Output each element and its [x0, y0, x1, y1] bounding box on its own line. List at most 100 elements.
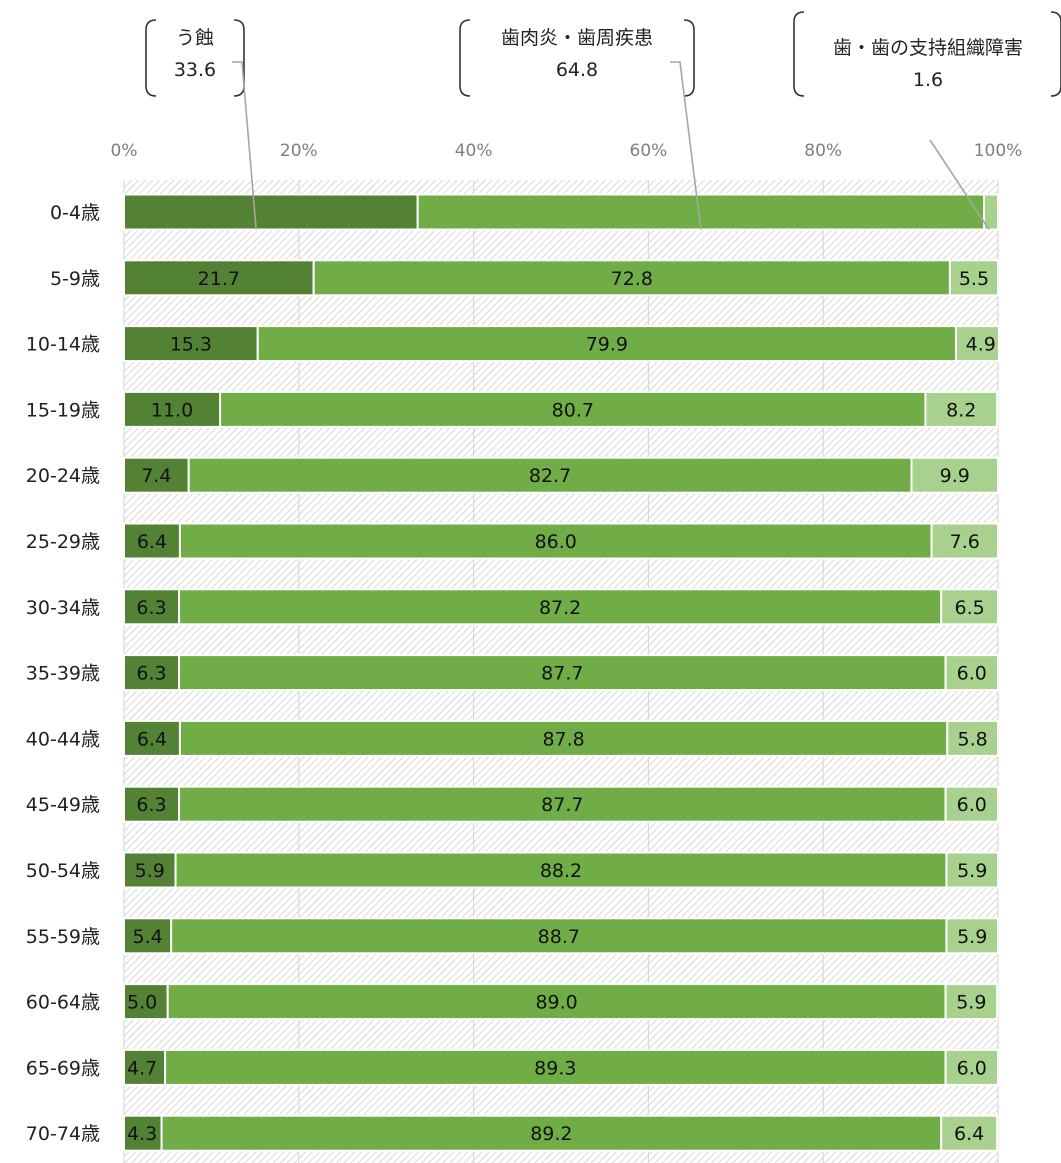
bar-segment [123, 917, 173, 955]
category-label: 50-54歳 [26, 860, 100, 882]
data-label: 5.4 [132, 926, 162, 948]
callout-leader-line [929, 139, 990, 230]
callout-bracket-left [459, 19, 471, 97]
bar-segment [170, 917, 948, 955]
data-label: 5.9 [957, 926, 987, 948]
bar-segment [219, 390, 927, 428]
callout-bracket-left [793, 11, 805, 97]
callout-leader-line [670, 61, 702, 230]
bar-segment [123, 456, 190, 494]
category-label: 65-69歳 [26, 1057, 100, 1079]
callout-periodontal-value: 64.8 [555, 59, 599, 81]
category-label: 25-29歳 [26, 531, 100, 553]
bar-segment [944, 983, 999, 1021]
bar-segment [930, 522, 999, 560]
bar-segment [945, 851, 1000, 889]
callout-support-tissue-label: 歯・歯の支持組織障害 [832, 37, 1023, 59]
bar-segment [123, 654, 181, 692]
category-label: 45-49歳 [26, 794, 100, 816]
bar-segment [174, 851, 948, 889]
data-label: 21.7 [198, 268, 240, 290]
axes: 0% 20% 40% 60% 80% 100% 0-4歳 5-9歳 10-14歳 15-19歳 20… [26, 141, 1023, 1145]
bar-segment [123, 1114, 163, 1152]
callout-leader-line [232, 61, 257, 230]
data-label: 5.5 [959, 268, 989, 290]
bar-segment [123, 588, 181, 626]
bar-segment [256, 325, 958, 363]
bar-segment [983, 193, 999, 231]
data-label: 6.0 [957, 663, 987, 685]
x-tick-label: 100% [974, 141, 1023, 161]
data-label: 86.0 [535, 531, 577, 553]
x-tick-label: 40% [455, 141, 493, 161]
data-label: 79.9 [586, 334, 628, 356]
bar-segment [944, 785, 999, 823]
data-label: 6.4 [137, 531, 167, 553]
data-label: 5.9 [135, 860, 165, 882]
data-label: 6.5 [954, 597, 984, 619]
bar-segment [940, 1114, 999, 1152]
data-label: 7.6 [950, 531, 980, 553]
data-label: 5.0 [127, 992, 157, 1014]
data-label: 6.3 [136, 794, 166, 816]
data-label: 89.2 [530, 1123, 572, 1145]
bar-segment [178, 522, 933, 560]
category-label: 20-24歳 [26, 465, 100, 487]
bar-segment [948, 259, 999, 297]
bar-segment [944, 654, 999, 692]
bar-segment [160, 1114, 943, 1152]
bar-segment [178, 719, 949, 757]
callout-bracket-right [233, 19, 245, 97]
bar-segment [946, 719, 999, 757]
data-label: 5.8 [958, 728, 988, 750]
data-label: 6.3 [136, 597, 166, 619]
callout-bracket-left [145, 19, 157, 97]
data-label: 82.7 [529, 465, 571, 487]
callout-bracket-right [1050, 11, 1061, 97]
callout-periodontal-label: 歯肉炎・歯周疾患 [500, 27, 653, 49]
data-label: 5.9 [957, 860, 987, 882]
bar-segment [123, 983, 169, 1021]
category-label: 5-9歳 [50, 268, 100, 290]
bar-segment [123, 325, 259, 363]
bar-segment [123, 851, 177, 889]
x-tick-label: 20% [280, 141, 318, 161]
x-tick-label: 0% [111, 141, 138, 161]
bar-segment [123, 522, 181, 560]
category-label: 40-44歳 [26, 728, 100, 750]
bar-segment [123, 193, 419, 231]
category-label: 15-19歳 [26, 399, 100, 421]
bar-segment [910, 456, 999, 494]
data-label: 88.2 [540, 860, 582, 882]
category-label: 0-4歳 [50, 202, 100, 224]
category-label: 10-14歳 [26, 334, 100, 356]
data-label: 5.9 [956, 992, 986, 1014]
callout-caries-label: う蝕 [175, 27, 214, 49]
callout-support-tissue-value: 1.6 [912, 69, 944, 91]
data-label: 87.7 [541, 663, 583, 685]
data-label: 72.8 [611, 268, 653, 290]
data-label: 8.2 [946, 399, 976, 421]
bar-segment [924, 390, 999, 428]
data-label: 6.0 [957, 1057, 987, 1079]
data-label: 4.9 [966, 334, 996, 356]
category-label: 30-34歳 [26, 597, 100, 619]
bar-segment [123, 785, 181, 823]
bar-segment [940, 588, 1000, 626]
data-label: 7.4 [141, 465, 171, 487]
data-label: 89.3 [534, 1057, 576, 1079]
data-label: 9.9 [940, 465, 970, 487]
callouts [145, 11, 1061, 230]
callout-caries-value: 33.6 [173, 59, 217, 81]
category-label: 55-59歳 [26, 926, 100, 948]
data-label: 6.4 [137, 728, 167, 750]
data-label: 80.7 [552, 399, 594, 421]
data-label: 89.0 [535, 992, 577, 1014]
category-label: 70-74歳 [26, 1123, 100, 1145]
bar-segment [945, 917, 1000, 955]
bar-segment [178, 588, 943, 626]
data-label: 88.7 [538, 926, 580, 948]
bar-segment [955, 325, 1000, 363]
bar-segment [178, 654, 947, 692]
